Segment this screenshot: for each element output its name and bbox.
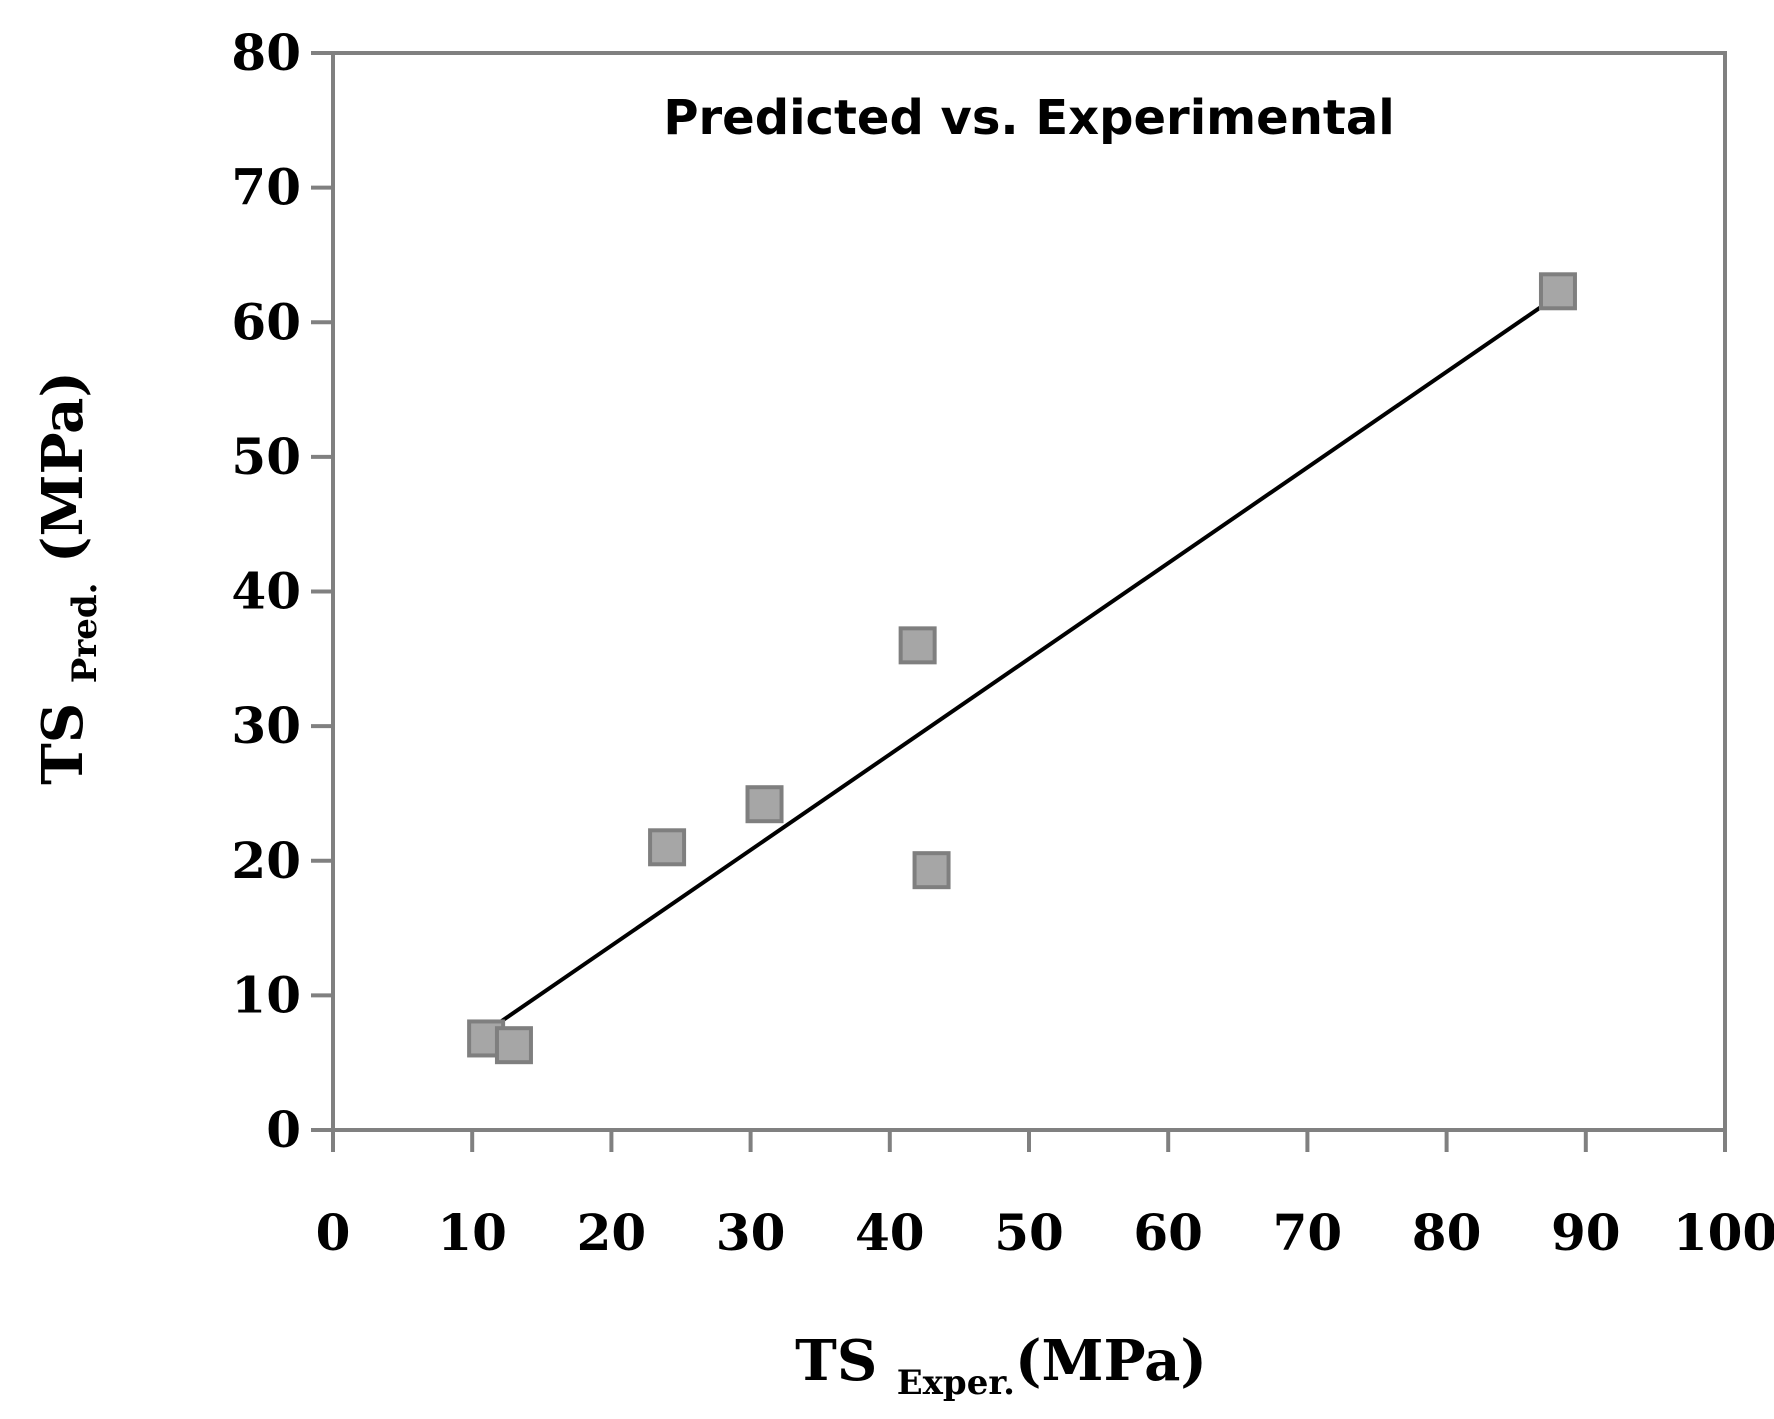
- y-axis-ticks: 0 10 20 30 40 50 60 70 80: [231, 23, 333, 1159]
- chart-title: Predicted vs. Experimental: [663, 90, 1394, 146]
- data-point: [898, 626, 937, 665]
- trendline: [484, 293, 1560, 1034]
- x-tick-label: 30: [716, 1203, 786, 1262]
- x-tick-label: 90: [1551, 1203, 1621, 1262]
- x-tick-label: 70: [1273, 1203, 1343, 1262]
- y-tick-label: 10: [231, 965, 301, 1024]
- y-tick-label: 60: [231, 292, 301, 351]
- y-axis-label: TS Pred. (MPa): [30, 371, 105, 785]
- x-tick-label: 20: [577, 1203, 647, 1262]
- data-point: [745, 785, 784, 824]
- x-tick-label: 80: [1412, 1203, 1482, 1262]
- data-points: [467, 272, 1577, 1065]
- data-point: [494, 1026, 533, 1065]
- y-tick-label: 50: [231, 427, 301, 486]
- y-tick-label: 20: [231, 831, 301, 890]
- x-tick-label: 40: [855, 1203, 925, 1262]
- x-tick-label: 100: [1673, 1203, 1774, 1262]
- y-tick-label: 80: [231, 23, 301, 82]
- trendline-group: [484, 293, 1560, 1034]
- data-point: [648, 828, 687, 867]
- data-point: [1538, 272, 1577, 311]
- x-axis-ticks: 0 10 20 30 40 50 60 70 80 90 100: [316, 1130, 1774, 1262]
- data-point: [912, 851, 951, 890]
- x-tick-label: 10: [437, 1203, 507, 1262]
- y-tick-label: 0: [266, 1100, 301, 1159]
- plot-frame: [331, 51, 1727, 1132]
- x-tick-label: 50: [994, 1203, 1064, 1262]
- y-tick-label: 40: [231, 562, 301, 621]
- x-axis-label: TS Exper.(MPa): [795, 1328, 1207, 1403]
- x-tick-label: 0: [316, 1203, 351, 1262]
- y-tick-label: 70: [231, 158, 301, 217]
- y-tick-label: 30: [231, 696, 301, 755]
- x-tick-label: 60: [1133, 1203, 1203, 1262]
